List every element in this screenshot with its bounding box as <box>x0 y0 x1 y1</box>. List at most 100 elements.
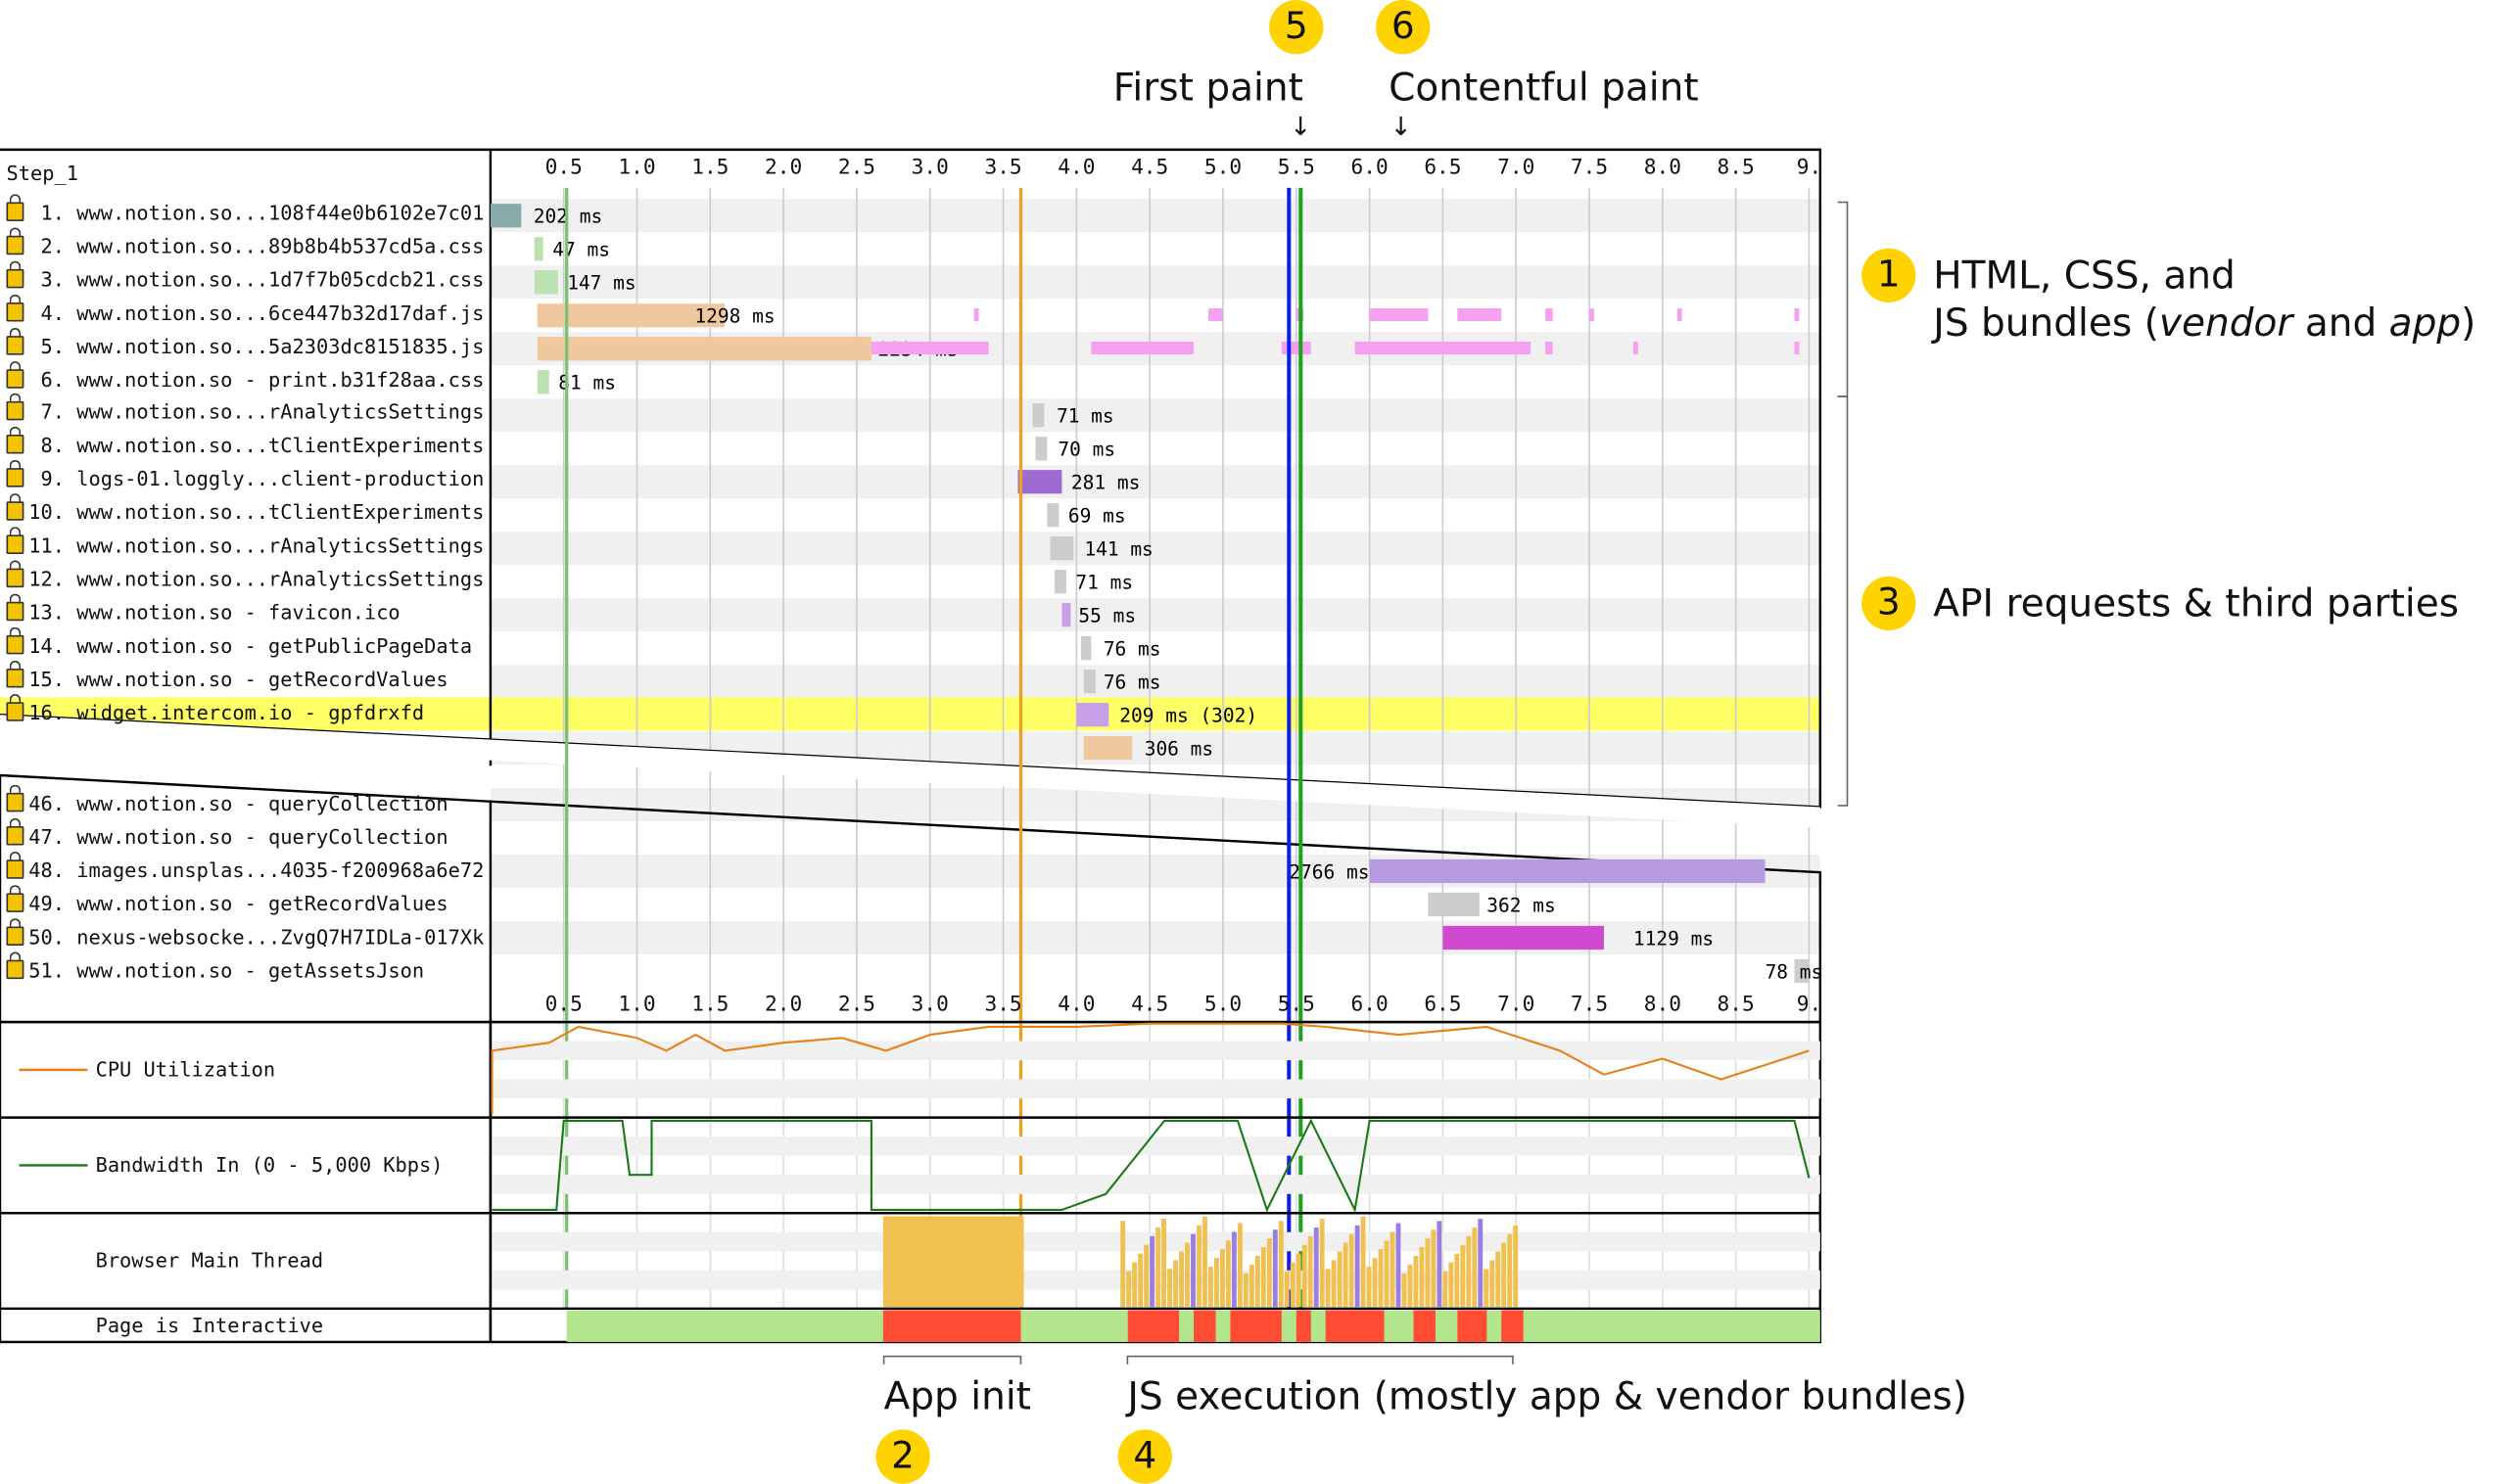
time-tick: 4.5 <box>1131 993 1169 1018</box>
request-bar[interactable] <box>1794 958 1810 984</box>
time-tick: 1.0 <box>618 156 656 180</box>
step-label: Step_1 <box>6 161 78 185</box>
request-duration: 1129 ms <box>1633 927 1714 950</box>
time-tick: 0.5 <box>544 156 583 180</box>
request-row-label[interactable]: 11. www.notion.so...rAnalyticsSettings <box>6 527 484 560</box>
time-tick: 3.5 <box>984 993 1022 1018</box>
time-tick: 8.5 <box>1717 993 1755 1018</box>
time-tick: 8.5 <box>1717 156 1755 180</box>
bundles-line-1: HTML, CSS, and <box>1933 253 2236 299</box>
request-row-label[interactable]: 10. www.notion.so...tClientExperiments <box>6 493 484 527</box>
request-duration: 1298 ms <box>694 305 775 328</box>
contentful-paint-label: Contentful paint <box>1389 65 1699 111</box>
request-row-label[interactable]: 6. www.notion.so - print.b31f28aa.css <box>6 360 484 394</box>
request-duration: 76 ms <box>1104 672 1161 694</box>
request-row-label[interactable]: 50. nexus-websocke...ZvgQ7H7IDLa-017Xk <box>6 917 484 951</box>
request-duration: 306 ms <box>1145 738 1213 761</box>
lock-icon <box>6 917 24 946</box>
lock-icon <box>6 394 24 421</box>
time-tick: 9. <box>1796 993 1822 1018</box>
api-label: API requests & third parties <box>1933 580 2460 626</box>
time-tick: 6.0 <box>1350 156 1389 180</box>
request-duration: 281 ms <box>1071 472 1140 494</box>
request-row-label[interactable]: 14. www.notion.so - getPublicPageData <box>6 626 472 660</box>
request-row-label[interactable]: 5. www.notion.so...5a2303dc8151835.js <box>6 327 484 360</box>
request-bar[interactable] <box>490 204 522 228</box>
time-tick: 5.0 <box>1203 156 1243 180</box>
badge-js-execution: 4 <box>1117 1429 1172 1484</box>
time-tick: 6.5 <box>1424 156 1462 180</box>
time-tick: 2.0 <box>765 156 803 180</box>
request-bar[interactable] <box>1050 536 1074 561</box>
badge-bundles: 1 <box>1861 248 1916 302</box>
time-tick: 7.0 <box>1497 993 1535 1018</box>
lock-icon <box>6 460 24 487</box>
request-bar[interactable] <box>537 370 549 394</box>
time-tick: 5.0 <box>1203 993 1243 1018</box>
request-bar[interactable] <box>1032 403 1045 428</box>
request-bar[interactable] <box>1035 437 1048 461</box>
lock-icon <box>6 560 24 587</box>
badge-contentful-paint: 6 <box>1376 0 1431 55</box>
request-bar[interactable] <box>1442 925 1604 951</box>
request-duration: 71 ms <box>1075 572 1133 594</box>
request-row-label[interactable]: 4. www.notion.so...6ce447b32d17daf.js <box>6 294 484 327</box>
request-row-label[interactable]: 48. images.unsplas...4035-f200968a6e72 <box>6 851 484 885</box>
request-duration: 362 ms <box>1486 894 1555 916</box>
request-row-label[interactable]: 16. widget.intercom.io - gpfdrxfd <box>6 693 424 726</box>
lock-icon <box>6 593 24 621</box>
request-row-label[interactable]: 46. www.notion.so - queryCollection <box>6 784 448 818</box>
request-row-label[interactable]: 1. www.notion.so...108f44e0b6102e7c01 <box>6 194 484 227</box>
request-row-label[interactable]: 3. www.notion.so...1d7f7b05cdcb21.css <box>6 260 484 294</box>
cpu-utilization-label: CPU Utilization <box>95 1056 276 1082</box>
request-bar[interactable] <box>1061 603 1071 627</box>
request-bar[interactable] <box>1428 892 1480 917</box>
time-tick: 4.0 <box>1058 156 1096 180</box>
bundles-line-2: JS bundles (vendor and app) <box>1933 301 2476 346</box>
request-bar[interactable] <box>1076 703 1109 727</box>
request-bar[interactable] <box>537 337 872 361</box>
request-row-label[interactable]: 7. www.notion.so...rAnalyticsSettings <box>6 394 484 427</box>
app-init-label: App init <box>883 1373 1031 1419</box>
request-bar[interactable] <box>537 303 726 328</box>
request-duration: 76 ms <box>1104 638 1161 661</box>
lock-icon <box>6 817 24 846</box>
request-bar[interactable] <box>1083 670 1096 694</box>
request-bar[interactable] <box>1047 503 1060 528</box>
js-execution-label: JS execution (mostly app & vendor bundle… <box>1127 1373 1967 1419</box>
request-row-label[interactable]: 12. www.notion.so...rAnalyticsSettings <box>6 560 484 593</box>
lock-icon <box>6 951 24 979</box>
request-row-label[interactable]: 47. www.notion.so - queryCollection <box>6 817 448 852</box>
request-bar[interactable] <box>1083 735 1133 761</box>
lock-icon <box>6 260 24 289</box>
lock-icon <box>6 527 24 554</box>
lock-icon <box>6 327 24 354</box>
request-duration: 81 ms <box>558 372 616 394</box>
request-row-label[interactable]: 49. www.notion.so - getRecordValues <box>6 884 448 918</box>
request-duration: 209 ms (302) <box>1119 705 1257 727</box>
lock-icon <box>6 294 24 322</box>
request-row-label[interactable]: 8. www.notion.so...tClientExperiments <box>6 427 484 460</box>
time-tick: 0.5 <box>544 993 583 1018</box>
request-duration: 70 ms <box>1058 439 1115 461</box>
main-thread-label: Browser Main Thread <box>95 1248 324 1273</box>
request-bar[interactable] <box>534 237 543 261</box>
lock-icon <box>6 194 24 222</box>
request-row-label[interactable]: 15. www.notion.so - getRecordValues <box>6 660 448 693</box>
request-bar[interactable] <box>1080 636 1092 661</box>
time-tick: 2.5 <box>837 156 876 180</box>
request-row-label[interactable]: 13. www.notion.so - favicon.ico <box>6 593 400 626</box>
request-duration: 78 ms <box>1766 960 1823 983</box>
request-bar[interactable] <box>1054 570 1066 594</box>
request-row-label[interactable]: 51. www.notion.so - getAssetsJson <box>6 951 424 985</box>
first-paint-arrow: ↓ <box>1290 111 1312 142</box>
request-bar[interactable] <box>1017 470 1062 494</box>
lock-icon <box>6 360 24 388</box>
badge-first-paint: 5 <box>1269 0 1324 55</box>
request-bar[interactable] <box>1369 858 1766 884</box>
request-bar[interactable] <box>534 270 558 295</box>
request-row-label[interactable]: 2. www.notion.so...89b8b4b537cd5a.css <box>6 227 484 260</box>
request-row-label[interactable]: 9. logs-01.loggly...client-production <box>6 460 484 493</box>
time-tick: 3.5 <box>984 156 1022 180</box>
